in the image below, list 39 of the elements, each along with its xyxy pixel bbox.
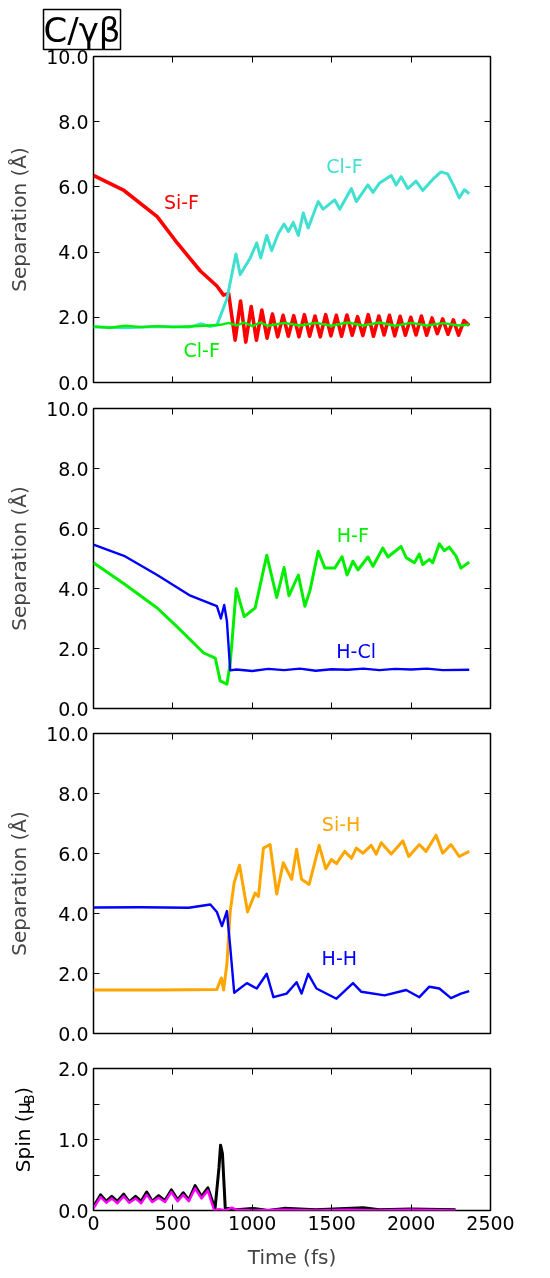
y-tick-label: 8.0 (58, 457, 89, 480)
y-tick-label: 10.0 (46, 722, 89, 745)
y-axis-title: Separation (Å) (7, 147, 32, 292)
y-tick-label: 0.0 (58, 1022, 89, 1045)
series-label: Cl-F (183, 338, 220, 361)
y-tick-label: 2.0 (58, 306, 89, 329)
y-tick-label: 6.0 (58, 842, 89, 865)
y-axis-title: Spin (μB) (10, 1086, 37, 1173)
y-tick-label: 8.0 (58, 782, 89, 805)
x-tick-label: 1500 (307, 1211, 356, 1234)
y-tick-label: 6.0 (58, 517, 89, 540)
y-tick-label: 0.0 (58, 1199, 89, 1222)
y-tick-label: 4.0 (58, 577, 89, 600)
series-label: H-Cl (336, 640, 377, 663)
y-axis-title: Separation (Å) (7, 486, 32, 631)
y-tick-label: 4.0 (58, 902, 89, 925)
series-label: Cl-F (326, 155, 363, 178)
y-tick-label: 1.0 (58, 1128, 89, 1151)
x-axis-title: Time (fs) (246, 1244, 337, 1269)
x-tick-label: 500 (154, 1211, 192, 1234)
series-label: H-H (321, 947, 358, 970)
y-axis-title: Separation (Å) (7, 811, 32, 956)
y-tick-label: 4.0 (58, 241, 89, 264)
series-label: Si-F (163, 190, 200, 213)
series-label: Si-H (321, 812, 361, 835)
chart-title: C/γβ (43, 9, 121, 50)
y-tick-label: 2.0 (58, 962, 89, 985)
y-tick-label: 0.0 (58, 697, 89, 720)
series-label: H-F (336, 523, 369, 546)
y-tick-label: 10.0 (46, 397, 89, 420)
y-tick-label: 2.0 (58, 1057, 89, 1080)
y-tick-label: 6.0 (58, 175, 89, 198)
x-tick-label: 2500 (466, 1211, 515, 1234)
y-tick-label: 0.0 (58, 371, 89, 394)
x-tick-label: 0 (87, 1211, 100, 1234)
y-tick-label: 8.0 (58, 110, 89, 133)
y-tick-label: 2.0 (58, 637, 89, 660)
x-tick-label: 2000 (386, 1211, 436, 1234)
x-tick-label: 1000 (228, 1211, 277, 1234)
